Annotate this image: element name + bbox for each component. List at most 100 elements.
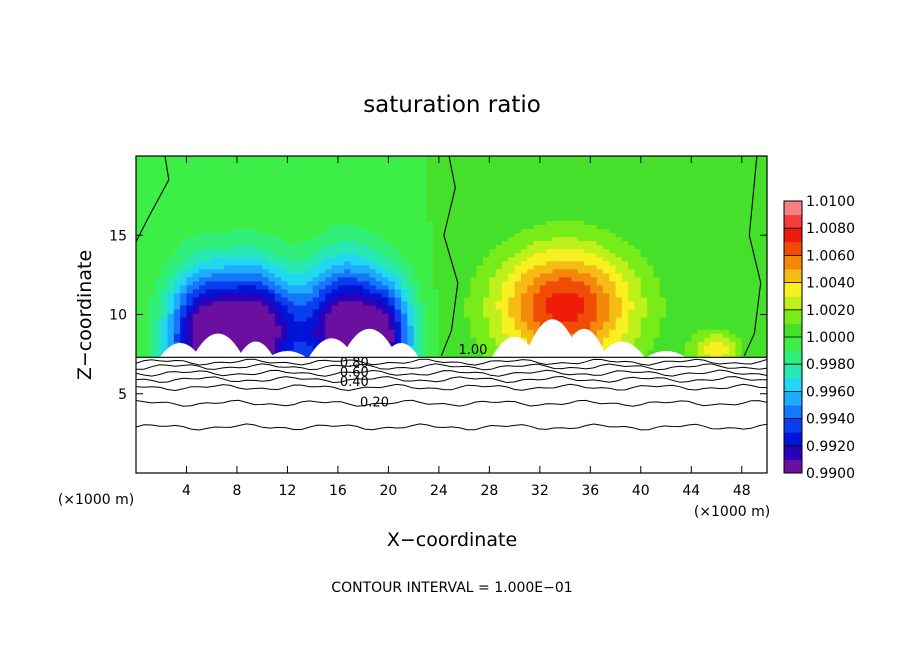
field-cell <box>407 180 415 185</box>
field-cell <box>729 184 737 189</box>
field-cell <box>211 284 219 290</box>
field-cell <box>470 272 478 278</box>
field-cell <box>331 228 339 234</box>
field-cell <box>375 172 383 177</box>
field-cell <box>672 337 680 342</box>
field-cell <box>552 276 560 282</box>
field-cell <box>274 325 282 330</box>
field-cell <box>666 168 673 173</box>
field-cell <box>438 300 446 306</box>
field-cell <box>413 329 421 334</box>
field-cell <box>647 345 655 350</box>
field-cell <box>741 176 749 181</box>
field-cell <box>236 196 244 201</box>
field-cell <box>199 272 207 278</box>
field-cell <box>748 176 755 181</box>
field-cell <box>350 292 358 298</box>
field-cell <box>255 180 263 185</box>
field-cell <box>293 300 301 306</box>
field-cell <box>344 264 352 270</box>
field-cell <box>363 264 371 270</box>
field-cell <box>230 172 238 177</box>
field-cell <box>609 172 617 177</box>
field-cell <box>192 240 200 246</box>
field-cell <box>520 204 528 209</box>
field-cell <box>659 345 667 350</box>
field-cell <box>697 313 705 318</box>
field-cell <box>281 244 289 250</box>
field-cell <box>596 329 604 334</box>
field-cell <box>344 168 352 173</box>
field-cell <box>678 180 686 185</box>
field-cell <box>224 300 232 306</box>
field-cell <box>489 208 497 213</box>
field-cell <box>729 313 737 318</box>
field-cell <box>634 345 642 350</box>
field-cell <box>306 192 314 197</box>
field-cell <box>180 296 188 302</box>
field-cell <box>173 176 181 181</box>
field-cell <box>628 200 636 205</box>
field-cell <box>609 325 617 330</box>
field-cell <box>748 333 755 338</box>
field-cell <box>470 188 478 193</box>
field-cell <box>211 268 219 274</box>
field-cell <box>281 313 289 318</box>
field-cell <box>596 228 604 234</box>
field-cell <box>457 280 465 286</box>
field-cell <box>722 321 730 326</box>
field-cell <box>401 308 408 314</box>
field-cell <box>577 176 585 181</box>
field-cell <box>451 329 459 334</box>
field-cell <box>520 268 528 274</box>
field-cell <box>539 240 547 246</box>
field-cell <box>684 216 692 222</box>
field-cell <box>640 304 648 310</box>
field-cell <box>602 156 610 161</box>
field-cell <box>337 260 345 266</box>
field-cell <box>640 244 648 250</box>
field-cell <box>426 296 434 302</box>
field-cell <box>495 256 503 262</box>
field-cell <box>451 296 459 302</box>
field-cell <box>684 345 692 350</box>
field-cell <box>647 204 655 209</box>
field-cell <box>394 329 402 334</box>
field-cell <box>382 200 389 205</box>
field-cell <box>520 212 528 217</box>
field-cell <box>236 192 244 197</box>
field-cell <box>407 160 415 165</box>
field-cell <box>451 337 459 342</box>
field-cell <box>495 333 503 338</box>
field-cell <box>520 216 528 222</box>
field-cell <box>344 268 352 274</box>
field-cell <box>571 204 579 209</box>
field-cell <box>634 288 642 294</box>
field-cell <box>634 284 642 290</box>
field-cell <box>451 216 459 222</box>
field-cell <box>236 276 244 282</box>
field-cell <box>363 248 371 254</box>
field-cell <box>306 180 314 185</box>
field-cell <box>325 280 333 286</box>
field-cell <box>255 188 263 193</box>
field-cell <box>287 172 295 177</box>
field-cell <box>628 192 636 197</box>
field-cell <box>312 256 320 262</box>
field-cell <box>249 280 257 286</box>
field-cell <box>684 248 692 254</box>
field-cell <box>514 168 522 173</box>
field-cell <box>236 256 244 262</box>
field-cell <box>306 337 314 342</box>
field-cell <box>602 208 610 213</box>
field-cell <box>457 176 465 181</box>
field-cell <box>470 260 478 266</box>
field-cell <box>413 172 421 177</box>
field-cell <box>703 188 711 193</box>
field-cell <box>325 329 333 334</box>
field-cell <box>596 168 604 173</box>
field-cell <box>306 232 314 238</box>
field-cell <box>684 272 692 278</box>
field-cell <box>464 216 472 222</box>
field-cell <box>180 212 188 217</box>
